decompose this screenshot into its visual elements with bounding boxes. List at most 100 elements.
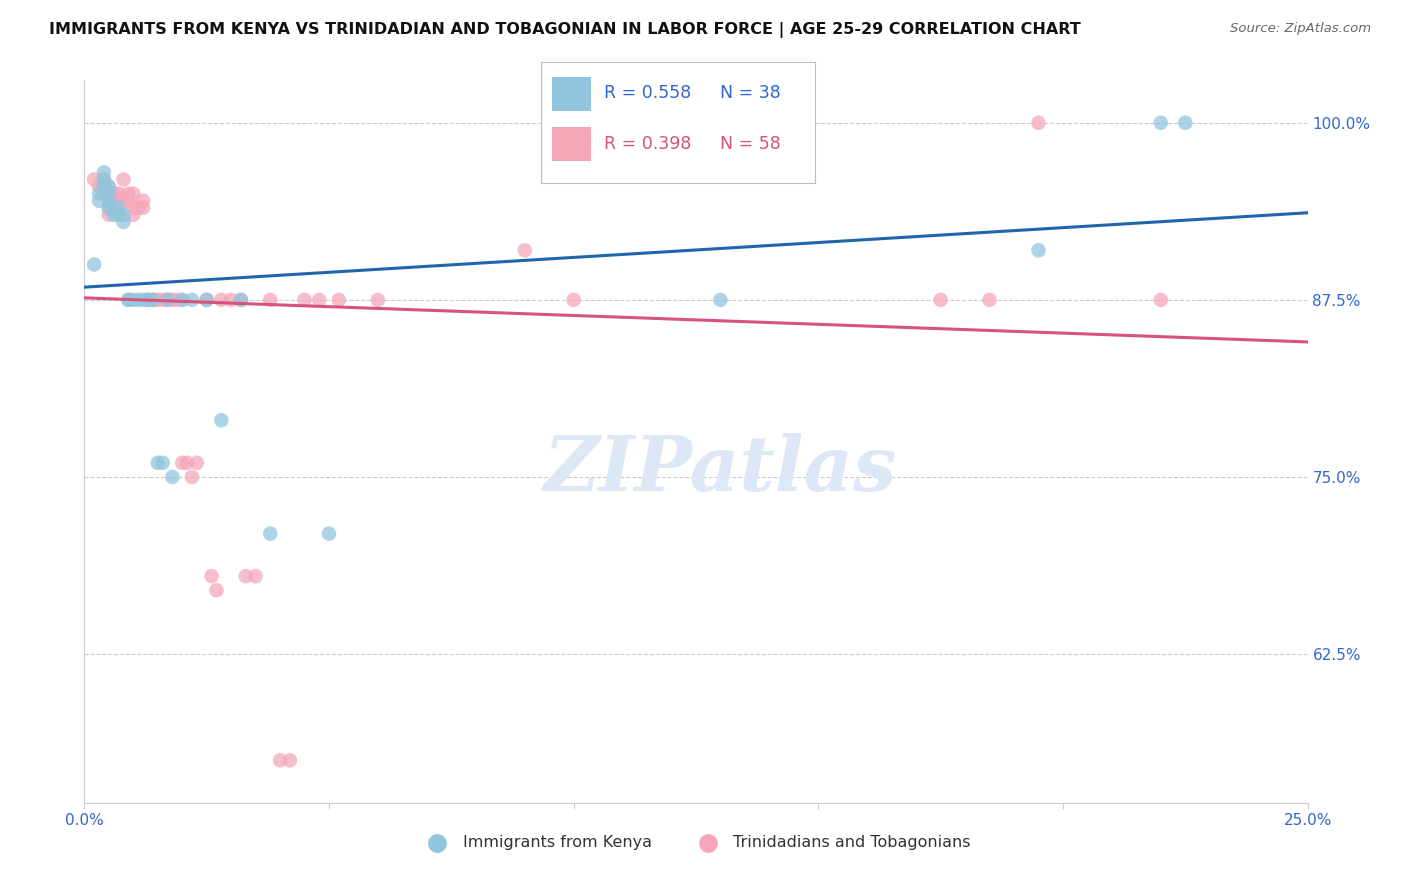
Text: N = 58: N = 58 bbox=[720, 135, 780, 153]
Point bbox=[93, 172, 115, 186]
Point bbox=[294, 293, 316, 307]
Point bbox=[367, 293, 389, 307]
Point bbox=[1028, 244, 1050, 258]
Legend: Immigrants from Kenya, Trinidadians and Tobagonians: Immigrants from Kenya, Trinidadians and … bbox=[415, 829, 977, 856]
Point bbox=[142, 293, 165, 307]
Point bbox=[979, 293, 1001, 307]
Point bbox=[186, 456, 208, 470]
Point bbox=[107, 201, 129, 215]
Point bbox=[112, 194, 135, 208]
Point bbox=[269, 753, 291, 767]
Point bbox=[259, 526, 281, 541]
Point bbox=[97, 201, 120, 215]
Text: R = 0.398: R = 0.398 bbox=[605, 135, 692, 153]
Text: N = 38: N = 38 bbox=[720, 84, 780, 103]
Point bbox=[87, 186, 110, 201]
Point bbox=[132, 201, 155, 215]
Point bbox=[146, 293, 169, 307]
Point bbox=[709, 293, 731, 307]
Point bbox=[181, 470, 204, 484]
Bar bbox=[553, 77, 591, 111]
Point bbox=[107, 208, 129, 222]
Point bbox=[209, 293, 232, 307]
Point bbox=[122, 293, 145, 307]
Point bbox=[97, 201, 120, 215]
Point bbox=[87, 194, 110, 208]
Point bbox=[103, 186, 125, 201]
Point bbox=[152, 293, 174, 307]
Point bbox=[97, 186, 120, 201]
Point bbox=[136, 293, 159, 307]
Point bbox=[117, 293, 139, 307]
Point bbox=[117, 194, 139, 208]
Point bbox=[1174, 116, 1197, 130]
Point bbox=[117, 186, 139, 201]
Point bbox=[152, 456, 174, 470]
Point bbox=[103, 201, 125, 215]
Point bbox=[195, 293, 218, 307]
Point bbox=[93, 179, 115, 194]
Point bbox=[1150, 116, 1173, 130]
Text: Source: ZipAtlas.com: Source: ZipAtlas.com bbox=[1230, 22, 1371, 36]
Point bbox=[112, 172, 135, 186]
Point bbox=[200, 569, 222, 583]
Point bbox=[562, 293, 585, 307]
Point bbox=[162, 293, 184, 307]
Point bbox=[93, 179, 115, 194]
Point bbox=[117, 293, 139, 307]
Point bbox=[162, 470, 184, 484]
Point bbox=[142, 293, 165, 307]
Point bbox=[112, 215, 135, 229]
Point bbox=[219, 293, 242, 307]
Point bbox=[308, 293, 330, 307]
Point bbox=[136, 293, 159, 307]
Point bbox=[97, 208, 120, 222]
Text: IMMIGRANTS FROM KENYA VS TRINIDADIAN AND TOBAGONIAN IN LABOR FORCE | AGE 25-29 C: IMMIGRANTS FROM KENYA VS TRINIDADIAN AND… bbox=[49, 22, 1081, 38]
Point bbox=[278, 753, 301, 767]
Point bbox=[132, 293, 155, 307]
Point bbox=[112, 208, 135, 222]
Point bbox=[97, 179, 120, 194]
Point bbox=[97, 179, 120, 194]
Text: ZIPatlas: ZIPatlas bbox=[544, 434, 897, 508]
Point bbox=[235, 569, 257, 583]
Point bbox=[172, 293, 194, 307]
Point bbox=[229, 293, 252, 307]
Point bbox=[172, 293, 194, 307]
Point bbox=[142, 293, 165, 307]
Point bbox=[156, 293, 179, 307]
Bar bbox=[553, 128, 591, 161]
Point bbox=[107, 208, 129, 222]
Point bbox=[205, 583, 228, 598]
Point bbox=[156, 293, 179, 307]
Point bbox=[318, 526, 340, 541]
Point bbox=[146, 456, 169, 470]
Point bbox=[107, 194, 129, 208]
Point bbox=[245, 569, 267, 583]
Point bbox=[87, 179, 110, 194]
Point bbox=[166, 293, 188, 307]
Point bbox=[172, 456, 194, 470]
Point bbox=[83, 257, 105, 271]
Point bbox=[229, 293, 252, 307]
Point bbox=[328, 293, 350, 307]
Point bbox=[156, 293, 179, 307]
Point bbox=[127, 293, 149, 307]
Point bbox=[93, 172, 115, 186]
Point bbox=[259, 293, 281, 307]
Point bbox=[107, 186, 129, 201]
Point bbox=[195, 293, 218, 307]
Point bbox=[176, 456, 198, 470]
Point bbox=[103, 208, 125, 222]
Point bbox=[122, 208, 145, 222]
Point bbox=[83, 172, 105, 186]
Point bbox=[136, 293, 159, 307]
Point bbox=[132, 194, 155, 208]
Point bbox=[97, 194, 120, 208]
Point bbox=[122, 186, 145, 201]
Text: R = 0.558: R = 0.558 bbox=[605, 84, 692, 103]
Point bbox=[929, 293, 952, 307]
Point bbox=[1150, 293, 1173, 307]
Point bbox=[127, 201, 149, 215]
Point bbox=[513, 244, 536, 258]
